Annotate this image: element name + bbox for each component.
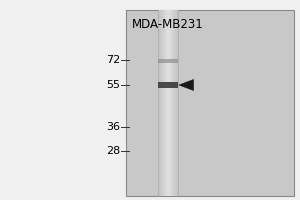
Bar	[171, 10, 172, 196]
Bar	[165, 10, 166, 196]
Text: 72: 72	[106, 55, 120, 65]
Bar	[159, 10, 160, 196]
Text: 55: 55	[106, 80, 120, 90]
Polygon shape	[179, 79, 194, 91]
Bar	[172, 10, 173, 196]
Bar	[160, 10, 161, 196]
Bar	[166, 10, 167, 196]
Text: MDA-MB231: MDA-MB231	[132, 18, 204, 31]
Bar	[158, 82, 178, 88]
Bar	[168, 10, 169, 196]
Bar	[158, 59, 178, 63]
Bar	[173, 10, 174, 196]
Bar	[177, 10, 178, 196]
Text: 36: 36	[106, 122, 120, 132]
Bar	[169, 10, 170, 196]
Bar	[162, 10, 163, 196]
Bar	[158, 10, 159, 196]
Bar	[160, 10, 161, 196]
Bar	[174, 10, 175, 196]
Bar	[170, 10, 171, 196]
Bar	[161, 10, 162, 196]
Text: 28: 28	[106, 146, 120, 156]
Bar	[169, 10, 170, 196]
Bar	[167, 10, 168, 196]
Bar	[163, 10, 164, 196]
Bar	[176, 10, 177, 196]
Bar	[164, 10, 165, 196]
Bar	[126, 10, 294, 196]
